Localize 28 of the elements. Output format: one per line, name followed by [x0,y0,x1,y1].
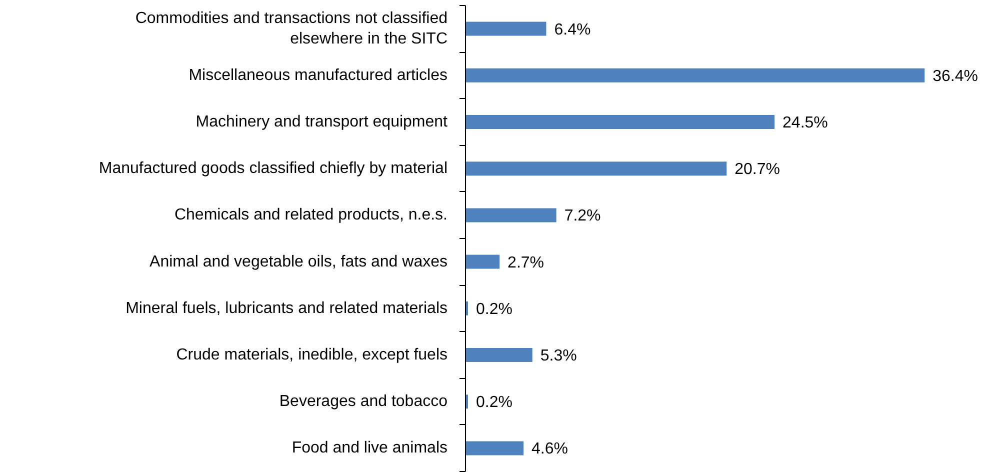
y-tick-label: Food and live animals [292,440,448,457]
data-label: 24.5% [782,114,828,132]
y-tick-label: Animal and vegetable oils, fats and waxes [150,253,448,270]
y-tick-label: Chemicals and related products, n.e.s. [174,206,448,224]
data-label: 2.7% [508,254,544,272]
y-tick-label: Miscellaneous manufactured articles [188,66,448,84]
bar [466,254,500,269]
bar [466,115,775,129]
data-label: 36.4% [932,68,978,85]
bar [466,22,546,36]
y-tick-label: Machinery and transport equipment [196,114,448,130]
data-label: 20.7% [734,161,780,178]
y-tick-label: Crude materials, inedible, except fuels [176,346,448,364]
y-tick-label: Commodities and transactions not classified elsewhere in the SITC [135,10,448,48]
y-tick-label: Manufactured goods classified chiefly by material [98,160,448,178]
data-label: 0.2% [476,300,512,318]
y-tick-label: Mineral fuels, lubricants and related materials [126,300,448,317]
data-label: 5.3% [540,348,577,364]
data-label: 4.6% [532,440,568,458]
bar [466,68,925,82]
data-label: 0.2% [476,394,512,412]
bar [466,208,556,222]
y-tick-label: Beverages and tobacco [279,393,448,410]
bar [466,162,727,176]
data-label: 6.4% [554,21,591,38]
bar [466,348,532,362]
data-label: 7.2% [564,208,601,225]
bar [466,441,524,456]
